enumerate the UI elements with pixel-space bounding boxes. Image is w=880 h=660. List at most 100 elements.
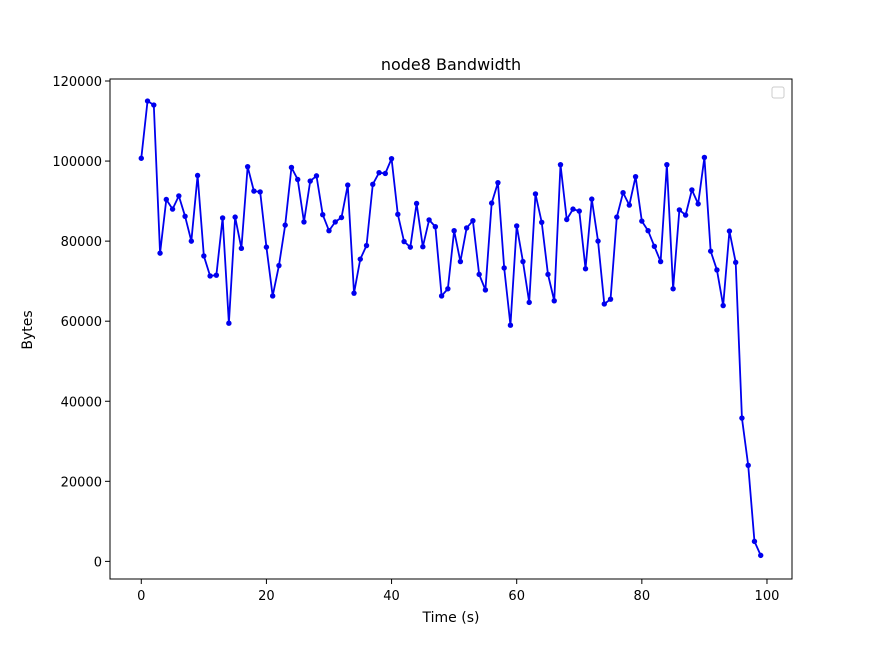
data-point	[188, 238, 195, 244]
data-point	[151, 102, 157, 108]
data-point	[520, 258, 526, 265]
data-point	[451, 228, 457, 234]
data-point	[632, 173, 639, 180]
data-point	[595, 238, 601, 244]
data-point	[682, 212, 689, 218]
data-point	[201, 253, 207, 259]
data-point	[138, 155, 144, 161]
data-point	[639, 218, 645, 224]
data-point	[495, 179, 501, 186]
y-tick-label: 60000	[61, 315, 102, 330]
data-point	[395, 211, 401, 218]
data-point	[426, 217, 432, 223]
y-axis-label: Bytes	[20, 310, 36, 349]
data-point	[288, 164, 295, 171]
data-point	[576, 208, 582, 214]
data-point	[282, 222, 288, 228]
data-point	[582, 266, 589, 272]
series-line	[140, 100, 762, 556]
data-point	[401, 238, 407, 245]
data-point	[445, 286, 451, 292]
data-point	[238, 245, 245, 252]
x-tick-label: 20	[258, 589, 275, 604]
data-point	[620, 189, 626, 196]
data-point	[157, 250, 163, 256]
data-point	[476, 271, 482, 278]
data-point	[470, 218, 476, 224]
data-point	[507, 322, 514, 328]
data-point	[382, 170, 388, 177]
data-point	[714, 267, 720, 273]
data-point	[664, 161, 670, 168]
data-point	[363, 242, 370, 249]
data-point	[357, 256, 363, 262]
data-point	[207, 273, 213, 279]
x-tick-label: 40	[383, 589, 400, 604]
data-point	[732, 259, 739, 266]
data-point	[194, 172, 201, 179]
data-point	[182, 213, 188, 220]
data-point	[407, 244, 414, 250]
data-point	[244, 163, 251, 170]
chart-title: node8 Bandwidth	[381, 55, 521, 74]
data-point	[388, 155, 395, 162]
data-point	[326, 228, 332, 234]
data-point	[320, 212, 326, 218]
data-point	[758, 552, 764, 559]
data-point	[263, 244, 270, 250]
data-point	[176, 193, 182, 199]
data-point	[751, 538, 758, 545]
data-point	[720, 302, 726, 309]
data-point	[701, 154, 708, 161]
legend-box	[771, 86, 785, 99]
data-point	[707, 248, 714, 254]
data-point	[307, 178, 313, 184]
data-point	[601, 301, 607, 307]
data-point	[232, 214, 238, 220]
data-point	[557, 161, 564, 168]
data-point	[564, 216, 570, 223]
data-point	[413, 200, 420, 207]
data-point	[144, 98, 151, 104]
data-point	[526, 299, 532, 306]
y-tick-label: 80000	[61, 235, 102, 250]
data-point	[551, 298, 557, 304]
data-point	[432, 224, 439, 230]
data-point	[689, 187, 695, 193]
data-point	[745, 462, 751, 469]
plot-frame	[109, 78, 793, 580]
data-point	[545, 271, 551, 278]
data-point	[614, 214, 620, 220]
data-point	[301, 219, 307, 225]
data-point	[514, 223, 520, 229]
y-tick-label: 0	[94, 555, 102, 570]
data-point	[589, 196, 595, 202]
data-point	[370, 181, 376, 187]
data-point	[276, 262, 282, 269]
x-axis-label: Time (s)	[422, 610, 480, 626]
x-tick-label: 80	[634, 589, 651, 604]
data-point	[338, 214, 345, 221]
axis-ticks: 0 20 40 60 80 100 0 20000 40000 60000 80000 100000 1…	[52, 75, 779, 604]
y-tick-label: 100000	[52, 155, 102, 170]
data-point	[169, 206, 176, 212]
data-point	[539, 219, 545, 226]
data-point	[532, 191, 539, 197]
y-tick-label: 120000	[52, 75, 102, 90]
data-point	[163, 196, 170, 203]
x-tick-label: 60	[508, 589, 525, 604]
x-tick-label: 100	[755, 589, 780, 604]
data-point	[570, 206, 576, 212]
y-tick-label: 40000	[61, 395, 102, 410]
data-point	[739, 415, 745, 421]
data-point	[332, 219, 338, 225]
data-point	[313, 173, 320, 179]
data-point	[269, 293, 276, 299]
data-point	[345, 182, 351, 188]
data-point	[645, 228, 651, 234]
data-point	[607, 296, 614, 302]
data-point	[351, 290, 357, 296]
data-point	[626, 202, 633, 208]
